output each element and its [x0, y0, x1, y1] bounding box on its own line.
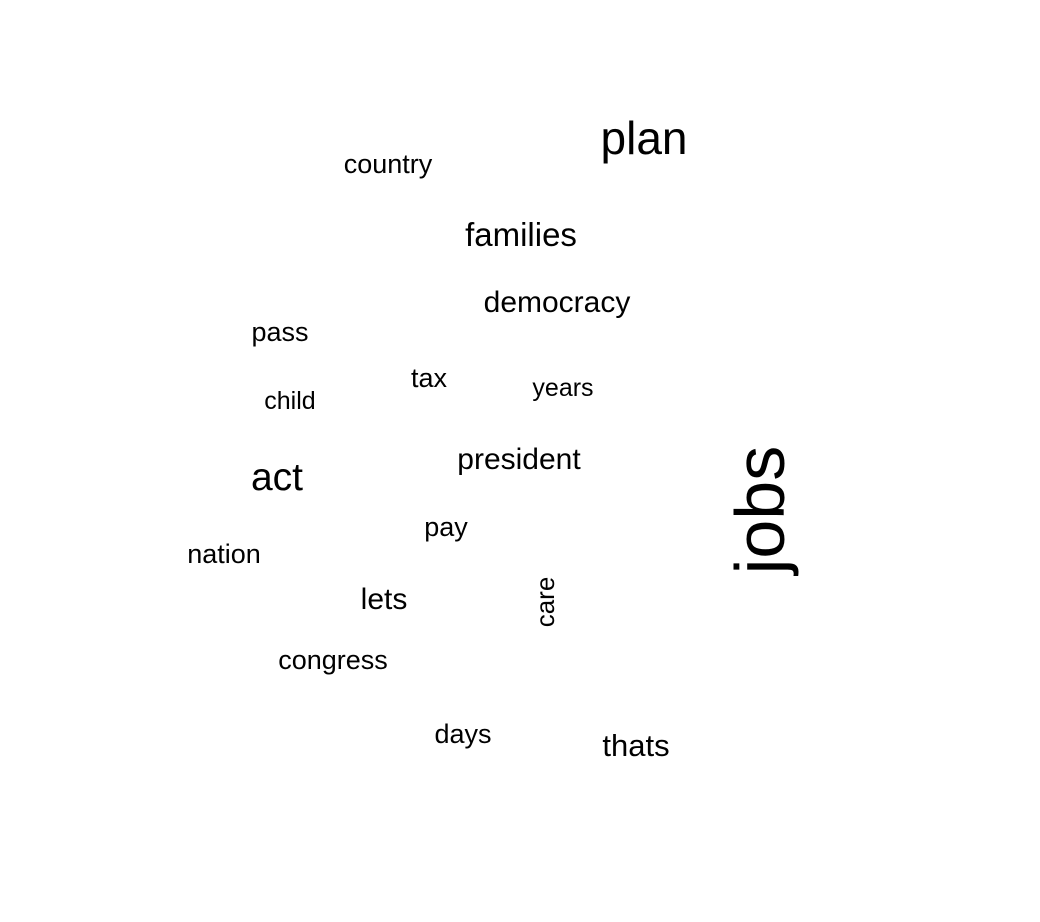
word-democracy: democracy — [484, 286, 631, 319]
word-years: years — [532, 374, 593, 402]
word-pay: pay — [424, 512, 468, 542]
word-president: president — [457, 443, 581, 476]
word-care: care — [530, 577, 560, 628]
word-days: days — [434, 719, 491, 749]
word-families: families — [465, 216, 577, 253]
word-act: act — [251, 456, 303, 499]
word-nation: nation — [187, 539, 261, 569]
word-thats: thats — [602, 728, 669, 763]
word-congress: congress — [278, 645, 388, 675]
word-country: country — [344, 149, 433, 179]
word-tax: tax — [411, 363, 448, 393]
word-jobs: jobs — [721, 446, 799, 576]
word-lets: lets — [361, 583, 408, 616]
word-child: child — [264, 387, 315, 415]
word-pass: pass — [251, 317, 308, 347]
word-plan: plan — [601, 112, 688, 164]
